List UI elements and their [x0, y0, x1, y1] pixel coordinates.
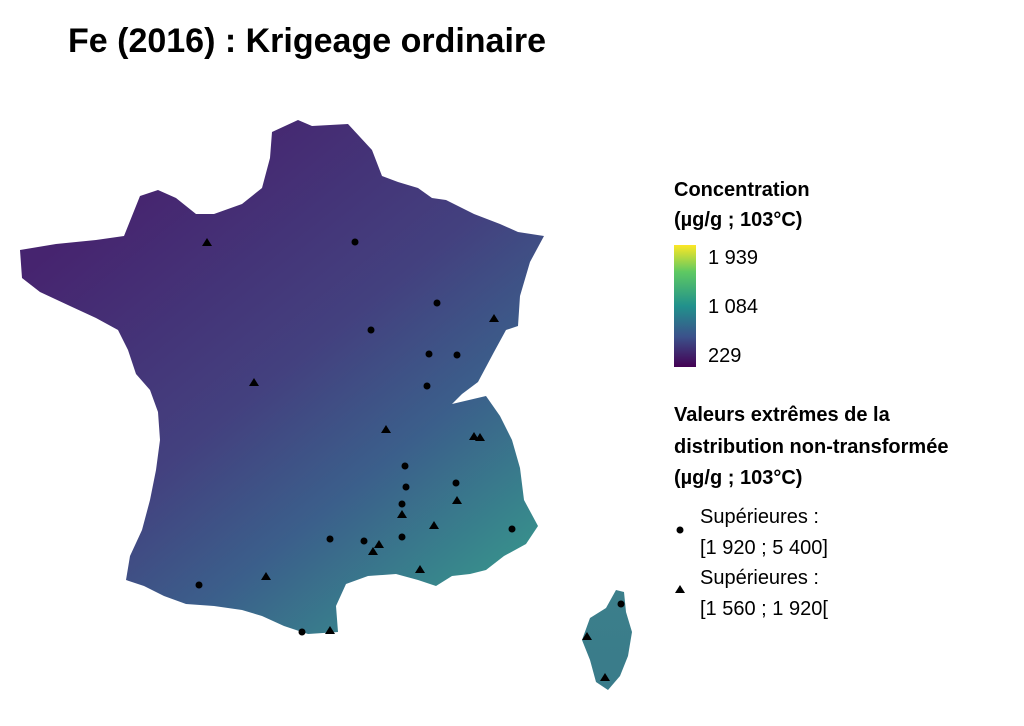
circle-marker: [401, 462, 409, 470]
circle-marker: [617, 600, 625, 608]
triangle-marker: [600, 673, 610, 681]
triangle-legend-label-2: [1 560 ; 1 920[: [700, 598, 828, 620]
circle-marker: [195, 581, 203, 589]
triangle-marker: [429, 521, 439, 529]
concentration-legend-title: Concentration: [674, 179, 810, 201]
circle-legend-label-1: Supérieures :: [700, 506, 819, 528]
triangle-marker: [249, 378, 259, 386]
circle-marker: [326, 535, 334, 543]
circle-marker: [298, 628, 306, 636]
concentration-colorbar: [674, 245, 696, 367]
circle-marker: [453, 351, 461, 359]
triangle-marker: [469, 432, 479, 440]
triangle-marker: [202, 238, 212, 246]
mainland-france-shape: [20, 120, 544, 634]
circle-marker: [433, 299, 441, 307]
triangle-marker: [415, 565, 425, 573]
map-title: Fe (2016) : Krigeage ordinaire: [68, 22, 547, 60]
triangle-marker: [325, 626, 335, 634]
circle-marker: [398, 533, 406, 541]
circle-legend-symbol: [676, 526, 684, 534]
circle-marker: [367, 326, 375, 334]
circle-marker: [351, 238, 359, 246]
circle-marker: [452, 479, 460, 487]
circle-marker: [398, 500, 406, 508]
triangle-marker: [452, 496, 462, 504]
triangle-legend-label-1: Supérieures :: [700, 567, 819, 589]
circle-markers: [195, 238, 625, 636]
triangle-marker: [261, 572, 271, 580]
circle-legend-label-2: [1 920 ; 5 400]: [700, 537, 828, 559]
extremes-legend-title-2: distribution non-transformée: [674, 436, 949, 458]
circle-marker: [425, 350, 433, 358]
triangle-marker: [381, 425, 391, 433]
circle-marker: [402, 483, 410, 491]
circle-marker: [508, 525, 516, 533]
extremes-legend-unit: (µg/g ; 103°C): [674, 467, 803, 489]
triangle-markers: [202, 238, 610, 681]
corsica-shape: [582, 590, 632, 690]
triangle-marker: [374, 540, 384, 548]
triangle-marker: [397, 510, 407, 518]
extremes-legend-title-1: Valeurs extrêmes de la: [674, 404, 890, 426]
triangle-legend-symbol: [675, 585, 685, 593]
colorbar-mid-label: 1 084: [708, 296, 759, 318]
circle-marker: [423, 382, 431, 390]
triangle-marker: [582, 632, 592, 640]
triangle-marker: [475, 433, 485, 441]
concentration-legend-unit: (µg/g ; 103°C): [674, 209, 803, 231]
triangle-marker: [368, 547, 378, 555]
colorbar-max-label: 1 939: [708, 247, 759, 269]
colorbar-min-label: 229: [708, 345, 742, 367]
triangle-marker: [489, 314, 499, 322]
circle-marker: [360, 537, 368, 545]
